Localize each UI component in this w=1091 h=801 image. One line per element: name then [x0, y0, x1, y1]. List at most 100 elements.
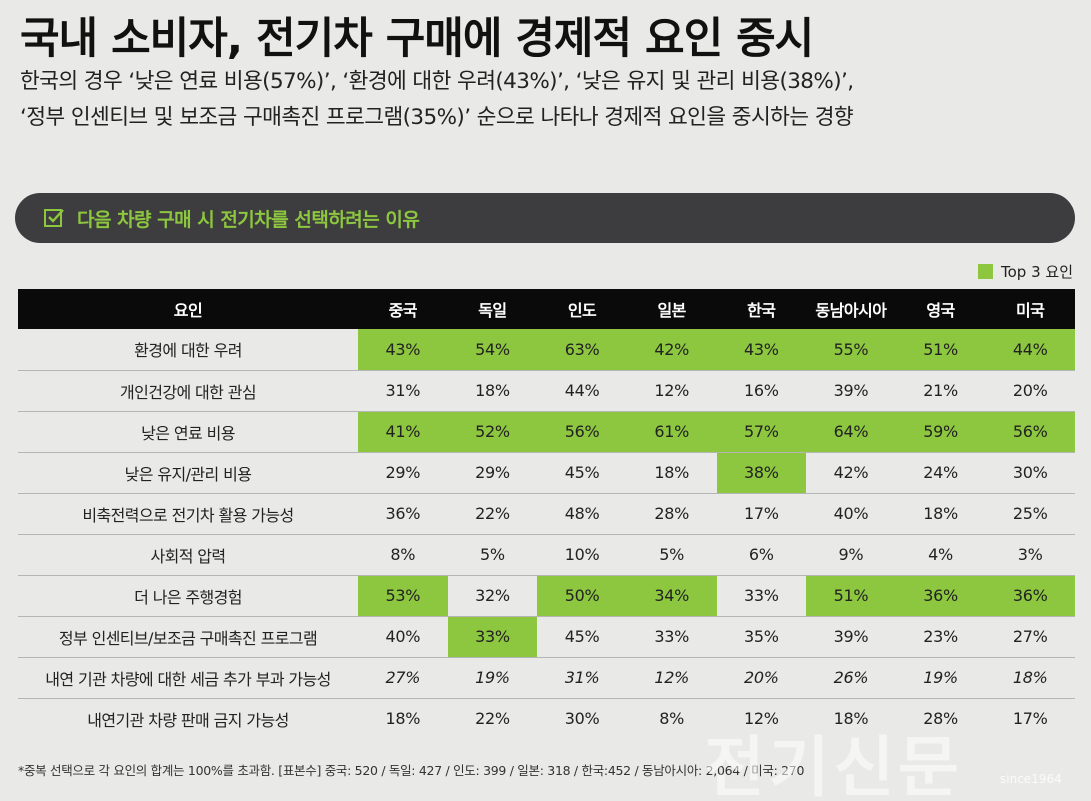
top3-value-cell: 51% — [806, 575, 896, 617]
factor-label: 낮은 유지/관리 비용 — [18, 452, 358, 494]
value-cell: 30% — [985, 452, 1075, 494]
top3-value-cell: 50% — [537, 575, 627, 617]
factor-label: 내연 기관 차량에 대한 세금 추가 부과 가능성 — [18, 657, 358, 699]
value-cell: 18% — [447, 370, 538, 412]
value-cell: 31% — [537, 657, 627, 699]
footnote: *중복 선택으로 각 요인의 합계는 100%를 초과함. [표본수] 중국: … — [18, 763, 805, 778]
value-cell: 12% — [626, 370, 717, 412]
table-header-row: 요인 중국 독일 인도 일본 한국 동남아시아 영국 미국 — [18, 289, 1075, 329]
page-title: 국내 소비자, 전기차 구매에 경제적 요인 중시 — [20, 14, 814, 64]
value-cell: 19% — [895, 657, 986, 699]
factor-label: 정부 인센티브/보조금 구매촉진 프로그램 — [18, 616, 358, 658]
watermark-since: since1964 — [1000, 772, 1062, 786]
top3-value-cell: 63% — [537, 329, 627, 371]
value-cell: 18% — [985, 657, 1075, 699]
value-cell: 39% — [806, 616, 896, 658]
value-cell: 33% — [716, 575, 807, 617]
header-country: 한국 — [716, 289, 807, 329]
table-row: 내연기관 차량 판매 금지 가능성 18% 22% 30% 8% 12% 18% 28% 17% — [18, 698, 1075, 739]
legend-label: Top 3 요인 — [1001, 263, 1073, 281]
factor-label: 더 나은 주행경험 — [18, 575, 358, 617]
reasons-table: 요인 중국 독일 인도 일본 한국 동남아시아 영국 미국 환경에 대한 우려 4… — [18, 289, 1075, 739]
value-cell: 22% — [475, 709, 510, 729]
subtitle: 한국의 경우 ‘낮은 연료 비용(57%)’, ‘환경에 대한 우려(43%)’… — [20, 64, 1085, 136]
top3-value-cell: 56% — [985, 411, 1075, 453]
value-cell: 18% — [895, 493, 986, 535]
table-row: 환경에 대한 우려 43% 54% 63% 42% 43% 55% 51% 44% — [18, 329, 1075, 371]
value-cell: 48% — [537, 493, 627, 535]
value-cell: 8% — [659, 709, 685, 729]
value-cell: 3% — [985, 534, 1075, 576]
value-cell: 25% — [985, 493, 1075, 535]
value-cell: 27% — [358, 657, 448, 699]
subtitle-line-2: ‘정부 인센티브 및 보조금 구매촉진 프로그램(35%)’ 순으로 나타나 경… — [20, 105, 854, 130]
top3-value-cell: 41% — [358, 411, 448, 453]
value-cell: 29% — [358, 452, 448, 494]
checkbox-icon — [44, 209, 64, 227]
banner-text: 다음 차량 구매 시 전기차를 선택하려는 이유 — [77, 208, 420, 231]
top3-value-cell: 36% — [895, 575, 986, 617]
value-cell: 27% — [985, 616, 1075, 658]
header-country: 일본 — [626, 289, 717, 329]
table-row: 비축전력으로 전기차 활용 가능성 36% 22% 48% 28% 17% 40% 18% 25… — [18, 493, 1075, 535]
factor-label: 개인건강에 대한 관심 — [18, 370, 358, 412]
top3-value-cell: 36% — [985, 575, 1075, 617]
table-row: 내연 기관 차량에 대한 세금 추가 부과 가능성 27% 19% 31% 12% 20%… — [18, 657, 1075, 699]
top3-value-cell: 57% — [716, 411, 807, 453]
value-cell: 19% — [447, 657, 538, 699]
top3-value-cell: 56% — [537, 411, 627, 453]
value-cell: 20% — [985, 370, 1075, 412]
value-cell: 26% — [806, 657, 896, 699]
top3-value-cell: 55% — [806, 329, 896, 371]
value-cell: 23% — [895, 616, 986, 658]
legend: Top 3 요인 — [978, 261, 1073, 282]
value-cell: 12% — [743, 709, 779, 729]
value-cell: 29% — [447, 452, 538, 494]
top3-value-cell: 59% — [895, 411, 986, 453]
subtitle-line-1: 한국의 경우 ‘낮은 연료 비용(57%)’, ‘환경에 대한 우려(43%)’… — [20, 69, 854, 94]
header-country: 미국 — [985, 289, 1075, 329]
value-cell: 8% — [358, 534, 448, 576]
factor-label: 사회적 압력 — [18, 534, 358, 576]
top3-value-cell: 33% — [447, 616, 538, 658]
value-cell: 32% — [447, 575, 538, 617]
value-cell: 18% — [385, 709, 421, 729]
top3-value-cell: 61% — [626, 411, 717, 453]
table-row: 낮은 유지/관리 비용 29% 29% 45% 18% 38% 42% 24% 30% — [18, 452, 1075, 494]
table-row: 사회적 압력 8% 5% 10% 5% 6% 9% 4% 3% — [18, 534, 1075, 576]
factor-label: 내연기관 차량 판매 금지 가능성 — [87, 710, 289, 730]
header-country: 인도 — [537, 289, 627, 329]
header-country: 영국 — [895, 289, 986, 329]
value-cell: 20% — [716, 657, 807, 699]
top3-value-cell: 64% — [806, 411, 896, 453]
value-cell: 18% — [833, 709, 869, 729]
value-cell: 33% — [626, 616, 717, 658]
header-country: 동남아시아 — [806, 289, 896, 329]
value-cell: 5% — [447, 534, 538, 576]
value-cell: 35% — [716, 616, 807, 658]
value-cell: 36% — [358, 493, 448, 535]
factor-label: 낮은 연료 비용 — [18, 411, 358, 453]
value-cell: 4% — [895, 534, 986, 576]
table-row: 더 나은 주행경험 53% 32% 50% 34% 33% 51% 36% 36% — [18, 575, 1075, 617]
value-cell: 31% — [358, 370, 448, 412]
value-cell: 10% — [537, 534, 627, 576]
table-row: 개인건강에 대한 관심 31% 18% 44% 12% 16% 39% 21% 20% — [18, 370, 1075, 412]
value-cell: 45% — [537, 616, 627, 658]
value-cell: 6% — [716, 534, 807, 576]
top3-value-cell: 44% — [985, 329, 1075, 371]
top3-value-cell: 38% — [716, 452, 807, 494]
value-cell: 42% — [806, 452, 896, 494]
header-country: 중국 — [358, 289, 448, 329]
value-cell: 12% — [626, 657, 717, 699]
legend-swatch — [978, 264, 993, 279]
value-cell: 17% — [716, 493, 807, 535]
value-cell: 40% — [806, 493, 896, 535]
value-cell: 45% — [537, 452, 627, 494]
top3-value-cell: 53% — [358, 575, 448, 617]
factor-label: 비축전력으로 전기차 활용 가능성 — [18, 493, 358, 535]
table-row: 정부 인센티브/보조금 구매촉진 프로그램 40% 33% 45% 33% 35% 39% 2… — [18, 616, 1075, 658]
value-cell: 18% — [626, 452, 717, 494]
value-cell: 44% — [537, 370, 627, 412]
top3-value-cell: 42% — [626, 329, 717, 371]
